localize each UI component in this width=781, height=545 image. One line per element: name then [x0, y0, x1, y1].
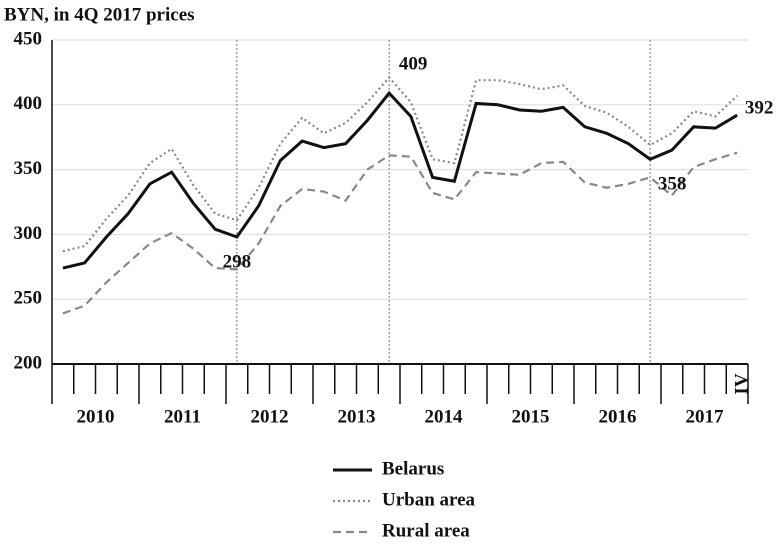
- x-tick-label: 2011: [164, 406, 201, 427]
- y-tick-label: 250: [14, 288, 43, 309]
- legend-label: Belarus: [382, 458, 444, 479]
- y-tick-label: 350: [14, 158, 43, 179]
- x-tick-label: 2017: [686, 406, 725, 427]
- legend-label: Rural area: [382, 520, 470, 541]
- legend-label: Urban area: [382, 489, 476, 510]
- x-tick-label: 2014: [425, 406, 464, 427]
- x-tick-label: 2016: [599, 406, 637, 427]
- x-tick-label: 2015: [512, 406, 550, 427]
- data-label: 392: [745, 98, 774, 119]
- data-label: 358: [658, 174, 687, 195]
- x-tick-label: 2010: [77, 406, 115, 427]
- y-tick-label: 450: [14, 28, 43, 49]
- series-line: [62, 75, 738, 253]
- quarter-label: IV: [731, 373, 752, 394]
- x-tick-label: 2012: [251, 406, 289, 427]
- x-tick-label: 2013: [338, 406, 376, 427]
- data-label: 409: [399, 53, 428, 74]
- data-label: 298: [223, 251, 252, 272]
- series-line: [62, 90, 738, 270]
- y-tick-label: 300: [14, 223, 43, 244]
- y-tick-label: 400: [14, 93, 43, 114]
- y-tick-label: 200: [14, 352, 43, 373]
- y-axis-label: BYN, in 4Q 2017 prices: [4, 4, 195, 25]
